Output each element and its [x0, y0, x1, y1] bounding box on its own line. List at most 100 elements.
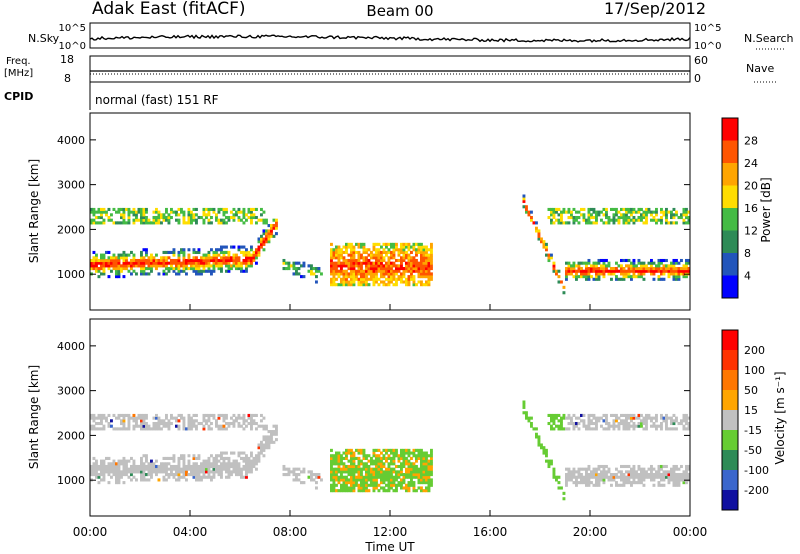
velocity-cell	[130, 473, 133, 477]
power-cell	[100, 253, 103, 257]
power-cell	[95, 258, 98, 263]
freq-label-line2: [MHz]	[4, 68, 33, 79]
velocity-cell	[652, 421, 656, 426]
power-cell	[215, 248, 218, 252]
power-cell	[337, 272, 341, 276]
power-cell	[372, 283, 376, 287]
velocity-cell	[95, 473, 98, 477]
velocity-cell	[612, 427, 616, 431]
power-cell	[367, 267, 371, 271]
velocity-cell	[425, 478, 428, 482]
power-cell	[347, 283, 351, 287]
power-cell	[182, 218, 186, 222]
power-cell	[352, 283, 356, 287]
power-cell	[352, 261, 356, 265]
power-cell	[175, 218, 178, 222]
velocity-cell	[332, 454, 336, 458]
power-cell	[647, 267, 651, 271]
power-cell	[205, 264, 208, 268]
velocity-cell	[117, 464, 121, 469]
power-cell	[632, 221, 636, 225]
power-cell	[635, 210, 638, 214]
velocity-cell	[630, 424, 633, 428]
power-cell	[205, 213, 208, 217]
power-cell	[545, 245, 548, 249]
power-cell	[215, 215, 218, 220]
velocity-cell	[685, 427, 688, 431]
velocity-cell	[685, 416, 688, 420]
velocity-cell	[202, 470, 206, 474]
power-cell	[677, 267, 681, 271]
power-cell	[250, 215, 253, 220]
velocity-cell	[597, 483, 601, 487]
power-cell	[237, 264, 241, 268]
velocity-cell	[272, 440, 276, 444]
power-cell	[240, 267, 243, 271]
velocity-cell	[582, 413, 586, 418]
velocity-cell	[627, 416, 631, 420]
velocity-cell	[407, 454, 411, 458]
velocity-cell	[350, 467, 353, 471]
velocity-cell	[675, 473, 678, 477]
nsky-top-tick: 10^5	[59, 23, 86, 34]
velocity-cell	[255, 413, 258, 418]
velocity-cell	[660, 421, 663, 426]
velocity-cell	[402, 486, 406, 490]
velocity-cell	[670, 475, 673, 479]
velocity-cell	[140, 413, 143, 418]
power-cell	[420, 256, 423, 260]
power-cell	[597, 272, 601, 276]
power-cell	[97, 269, 101, 273]
power-cell	[660, 221, 663, 225]
velocity-cell	[140, 427, 143, 431]
velocity-cell	[207, 419, 211, 423]
velocity-cell	[645, 424, 648, 428]
power-cell	[550, 256, 553, 260]
velocity-cell	[262, 435, 266, 439]
velocity-cell	[605, 464, 608, 469]
power-cell	[395, 258, 398, 263]
power-cell	[372, 269, 376, 273]
power-cell	[405, 256, 408, 260]
velocity-cell	[397, 483, 401, 487]
velocity-cell	[375, 459, 378, 463]
power-cell	[685, 275, 688, 279]
power-cell	[657, 261, 661, 265]
velocity-cell	[645, 419, 648, 423]
power-cell	[375, 277, 378, 281]
velocity-cell	[562, 497, 566, 501]
ytick-label: 1000	[57, 474, 85, 487]
power-cell	[400, 245, 403, 249]
power-cell	[677, 269, 681, 273]
power-cell	[250, 248, 253, 252]
velocity-cell	[307, 470, 311, 474]
power-cell	[267, 237, 271, 241]
power-cell	[587, 221, 591, 225]
velocity-cell	[355, 478, 358, 482]
power-cell	[207, 256, 211, 260]
velocity-cell	[420, 475, 423, 479]
power-cell	[220, 269, 223, 273]
power-cell	[412, 256, 416, 260]
velocity-cell	[560, 486, 563, 490]
velocity-cell	[347, 448, 351, 452]
power-cell	[620, 207, 623, 212]
nave-bottom-tick: 0	[694, 72, 701, 85]
power-cell	[552, 264, 556, 268]
velocity-cell	[677, 421, 681, 426]
power-cell	[112, 253, 116, 257]
power-cell	[375, 256, 378, 260]
power-cell	[222, 245, 226, 249]
velocity-cell	[555, 478, 558, 482]
velocity-cell	[425, 489, 428, 493]
power-cell	[357, 267, 361, 271]
velocity-cell	[580, 475, 583, 479]
power-cell	[362, 250, 366, 254]
power-cell	[632, 261, 636, 265]
velocity-cell	[417, 467, 421, 471]
velocity-cell	[362, 483, 366, 487]
velocity-cell	[340, 483, 343, 487]
velocity-cell	[95, 421, 98, 426]
velocity-cell	[170, 456, 173, 460]
power-cell	[162, 218, 166, 222]
